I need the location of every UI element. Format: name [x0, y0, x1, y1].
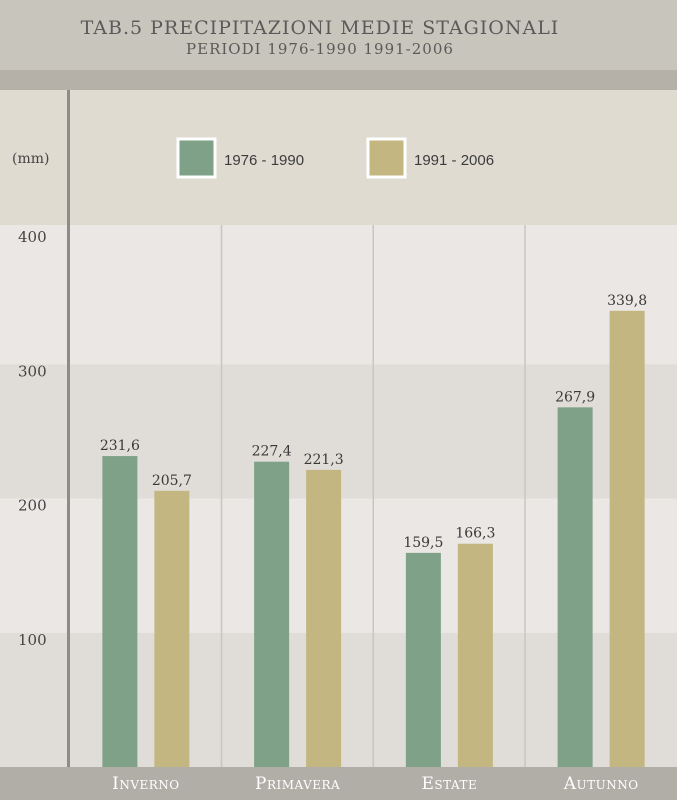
y-axis-ticks: 100 200 300 400 [18, 228, 47, 649]
column-separator [220, 225, 223, 767]
bar [154, 490, 190, 767]
data-label: 231,6 [100, 438, 140, 454]
y-tick-label: 400 [18, 228, 47, 246]
bar [405, 552, 441, 767]
legend-swatch-1976-1990 [176, 137, 217, 179]
y-tick-label: 300 [18, 362, 47, 380]
bar [102, 456, 138, 767]
x-tick-label: Autunno [563, 774, 639, 794]
legend: 1976 - 1990 1991 - 2006 [176, 137, 494, 179]
value-labels: 231,6 205,7 227,4 221,3 159,5 166,3 267,9 339,8 [100, 293, 647, 551]
chart-subtitle: PERIODI 1976-1990 1991-2006 [186, 40, 454, 58]
category-band [0, 767, 677, 800]
column-separator [372, 225, 374, 767]
y-tick-label: 200 [18, 497, 47, 515]
bar [557, 407, 593, 767]
title-divider [0, 70, 677, 90]
legend-swatch-1991-2006 [366, 137, 407, 179]
data-label: 159,5 [403, 535, 443, 551]
y-axis-line [67, 90, 70, 767]
bar [254, 461, 290, 767]
bar [306, 469, 342, 767]
legend-label-1991-2006: 1991 - 2006 [414, 152, 494, 169]
data-label: 221,3 [304, 452, 344, 468]
chart-title: TAB.5 PRECIPITAZIONI MEDIE STAGIONALI [81, 17, 560, 39]
column-separators [220, 225, 526, 767]
y-tick-label: 100 [18, 631, 47, 649]
bars [102, 310, 645, 767]
legend-band [0, 90, 677, 225]
legend-label-1976-1990: 1976 - 1990 [224, 152, 304, 169]
data-label: 227,4 [252, 444, 292, 460]
column-separator [524, 225, 526, 767]
bar [457, 543, 493, 767]
x-tick-label: Primavera [255, 774, 340, 794]
category-labels: Inverno Primavera Estate Autunno [112, 774, 638, 794]
x-tick-label: Estate [421, 774, 477, 794]
data-label: 267,9 [555, 389, 595, 405]
data-label: 339,8 [607, 293, 647, 309]
data-label: 205,7 [152, 473, 192, 489]
bar [609, 310, 645, 767]
y-unit-label: (mm) [12, 151, 49, 167]
x-tick-label: Inverno [112, 774, 180, 794]
plot-band [0, 230, 677, 365]
data-label: 166,3 [455, 526, 495, 542]
title-band [0, 0, 677, 70]
